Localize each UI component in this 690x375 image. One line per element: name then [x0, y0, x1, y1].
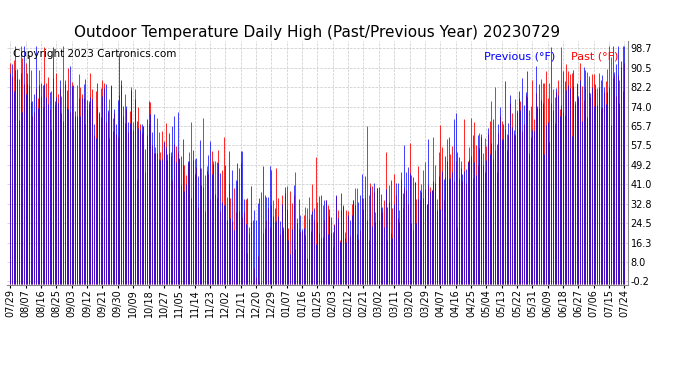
Text: Copyright 2023 Cartronics.com: Copyright 2023 Cartronics.com [13, 49, 177, 58]
Title: Outdoor Temperature Daily High (Past/Previous Year) 20230729: Outdoor Temperature Daily High (Past/Pre… [75, 25, 560, 40]
Legend: Previous (°F), Past (°F): Previous (°F), Past (°F) [467, 47, 622, 66]
